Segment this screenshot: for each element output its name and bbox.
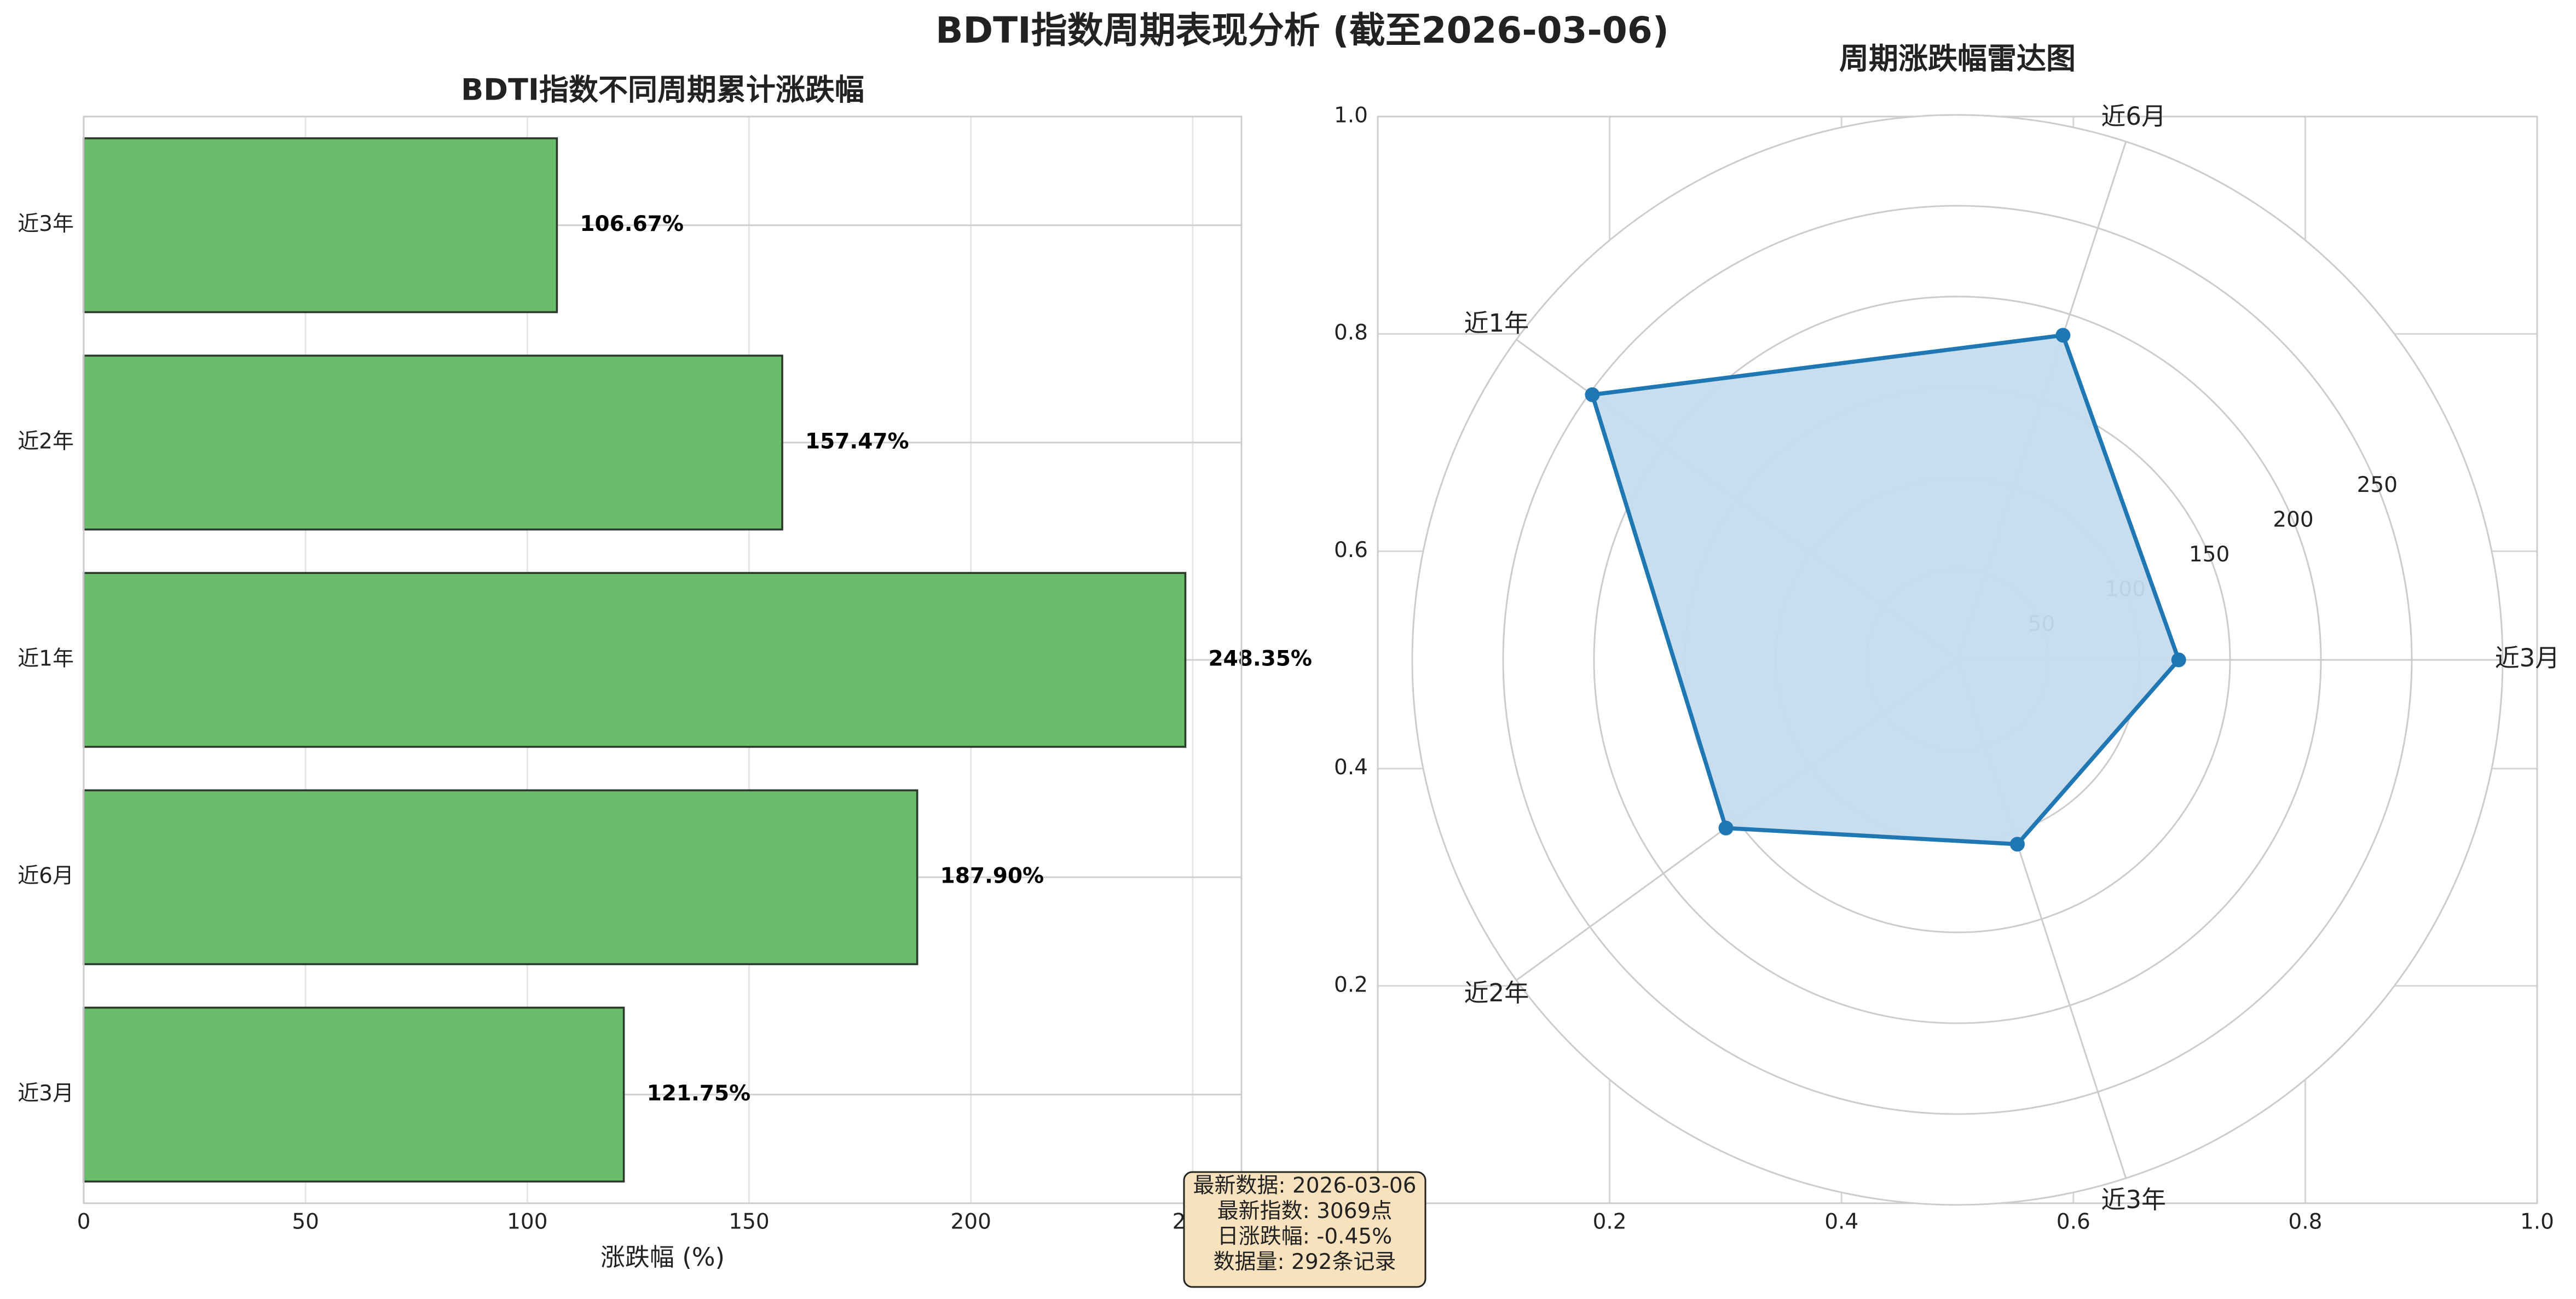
subplot-title: BDTI指数不同周期累计涨跌幅 [461, 73, 864, 107]
y-tick-label: 近2年 [18, 429, 74, 454]
figure-title: BDTI指数周期表现分析 (截至2026-03-06) [935, 9, 1669, 51]
angle-label: 近1年 [1464, 309, 1529, 338]
y-tick-label: 近3年 [18, 212, 74, 236]
x-axis-label: 涨跌幅 (%) [600, 1243, 725, 1272]
x-tick-label: 0.6 [2057, 1210, 2090, 1234]
y-tick-label: 0.4 [1334, 755, 1368, 780]
y-tick-label: 0.6 [1334, 538, 1368, 562]
angle-label: 近6月 [2101, 102, 2166, 131]
bar [83, 355, 783, 531]
radar-point [1718, 820, 1734, 836]
info-line: 最新指数: 3069点 [1217, 1199, 1393, 1223]
radar-area [1592, 335, 2179, 844]
radar-point [2171, 652, 2186, 668]
bar [83, 137, 558, 314]
value-label: 157.47% [805, 429, 909, 454]
y-tick-label: 0.8 [1334, 321, 1368, 345]
info-line: 最新数据: 2026-03-06 [1193, 1174, 1416, 1198]
x-tick-label: 50 [292, 1210, 319, 1234]
radar-point [2009, 837, 2025, 852]
angle-label: 近3年 [2101, 1185, 2166, 1214]
subplot-title: 周期涨跌幅雷达图 [1839, 42, 2076, 76]
value-label: 121.75% [647, 1081, 751, 1106]
bar [83, 789, 919, 965]
info-box-frame [1183, 1171, 1426, 1288]
y-tick-label: 0.2 [1334, 972, 1368, 997]
x-tick-label: 0.8 [2288, 1210, 2322, 1234]
x-tick-label: 1.0 [2520, 1210, 2554, 1234]
angle-label: 近3月 [2495, 643, 2560, 672]
value-label: 106.67% [580, 212, 684, 236]
y-tick-label: 1.0 [1334, 103, 1368, 128]
x-tick-label: 0.2 [1593, 1210, 1627, 1234]
bar [83, 1006, 625, 1183]
r-tick-label: 150 [2189, 542, 2230, 567]
r-tick-label: 200 [2273, 507, 2313, 532]
x-tick-label: 0.4 [1824, 1210, 1858, 1234]
value-label: 187.90% [940, 864, 1044, 889]
value-label: 248.35% [1208, 647, 1312, 671]
angle-label: 近2年 [1464, 978, 1529, 1007]
y-tick-label: 近6月 [18, 864, 74, 889]
info-line: 数据量: 292条记录 [1214, 1250, 1396, 1274]
r-tick-label: 250 [2357, 473, 2398, 497]
y-tick-label: 近3月 [18, 1081, 74, 1106]
info-line: 日涨跌幅: -0.45% [1217, 1225, 1392, 1249]
radar-line [1590, 333, 2181, 846]
x-tick-label: 200 [950, 1210, 991, 1234]
plot-frame [83, 115, 1243, 1204]
x-tick-label: 100 [507, 1210, 547, 1234]
radar-point [1585, 387, 1600, 402]
radar-point [2055, 328, 2071, 343]
x-tick-label: 150 [729, 1210, 769, 1234]
x-tick-label: 0 [77, 1210, 91, 1234]
y-tick-label: 近1年 [18, 647, 74, 671]
bar [83, 572, 1187, 748]
